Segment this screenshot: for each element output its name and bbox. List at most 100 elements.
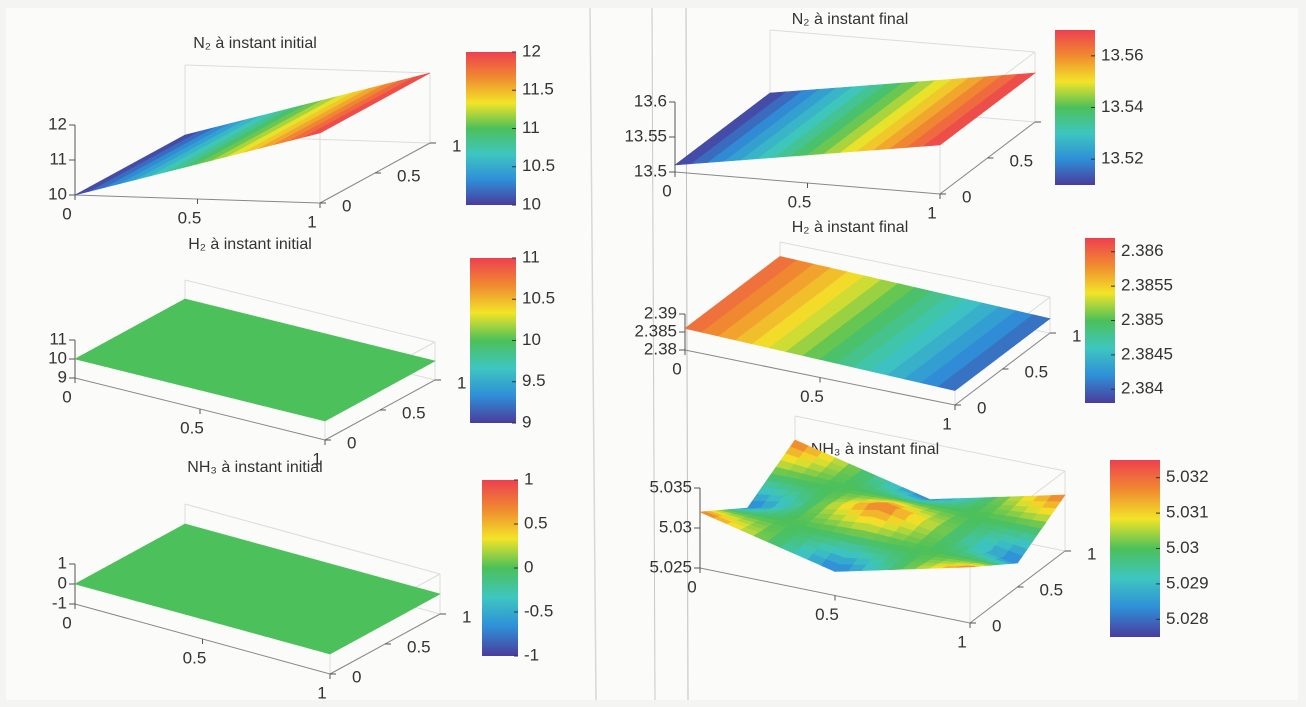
box-edge <box>794 415 1066 472</box>
colorbar-tick-label: 11 <box>522 247 540 266</box>
y-tick-label: 0.5 <box>407 637 431 656</box>
colorbar-tick-label: 2.386 <box>1121 241 1164 260</box>
z-tick-label: 5.03 <box>659 517 692 536</box>
surface-patch <box>313 645 338 655</box>
z-tick-label: -1 <box>52 593 67 612</box>
x-tick-label: 0.5 <box>800 387 824 406</box>
colorbar-tick-label: 5.03 <box>1166 538 1199 557</box>
x-tick-label: 1 <box>317 683 326 702</box>
surface-patch <box>956 566 975 568</box>
fold-line <box>651 7 656 701</box>
y-tick-label: 0.5 <box>1040 580 1064 599</box>
colorbar-tick-label: 13.54 <box>1101 97 1144 116</box>
y-tick-label: 0.5 <box>402 403 426 422</box>
surface-patch <box>308 413 333 422</box>
colorbar <box>1055 30 1095 185</box>
z-tick-label: 2.39 <box>644 303 677 322</box>
y-tick-label: 1 <box>457 373 466 392</box>
colorbar-tick-label: 2.385 <box>1121 310 1164 329</box>
z-tick-label: 13.55 <box>624 126 667 145</box>
colorbar-tick-label: 11.5 <box>522 80 554 99</box>
y-tick-label: 0.5 <box>397 166 421 185</box>
y-tick-label: 0.5 <box>1025 362 1049 381</box>
z-tick-label: 5.025 <box>649 557 692 576</box>
z-tick-label: 9 <box>58 367 67 386</box>
colorbar-tick-label: 5.032 <box>1166 467 1209 486</box>
y-tick-label: 1 <box>462 607 471 626</box>
z-tick-label: 11 <box>49 149 67 168</box>
z-tick-label: 10 <box>48 184 67 203</box>
colorbar-tick-label: -1 <box>524 645 539 664</box>
z-tick-label: 5.035 <box>649 477 692 496</box>
x-tick-label: 0.5 <box>178 208 202 227</box>
z-tick-label: 11 <box>49 329 67 348</box>
colorbar-tick-label: 13.56 <box>1101 45 1144 64</box>
chart-title: H₂ à instant initial <box>188 236 312 253</box>
surface-patch <box>922 140 947 147</box>
z-tick-label: 1 <box>58 553 67 572</box>
x-tick-label: 1 <box>307 212 316 231</box>
x-tick-label: 1 <box>957 632 966 651</box>
y-tick-label: 0 <box>977 398 986 417</box>
colorbar-tick-label: 11 <box>522 118 540 137</box>
y-tick-label: 1 <box>452 136 461 155</box>
x-tick-label: 0 <box>662 181 671 200</box>
colorbar <box>470 258 516 423</box>
colorbar-tick-label: 2.384 <box>1121 379 1164 398</box>
z-tick-label: 10 <box>48 348 67 367</box>
x-tick-label: 1 <box>942 414 951 433</box>
y-tick-label: 0 <box>962 187 971 206</box>
colorbar-tick-label: 5.028 <box>1166 609 1209 628</box>
x-tick-label: 0 <box>62 613 71 632</box>
box-edge <box>184 279 436 343</box>
colorbar-tick-label: 10.5 <box>522 156 555 175</box>
z-tick-label: 2.385 <box>634 321 677 340</box>
colorbar-tick-label: 10.5 <box>522 289 555 308</box>
x-tick-label: 0 <box>62 387 71 406</box>
y-tick-label: 1 <box>1072 326 1081 345</box>
z-tick-label: 12 <box>48 114 67 133</box>
y-tick-label: 0 <box>352 667 361 686</box>
colorbar-tick-label: 9.5 <box>522 371 546 390</box>
x-tick-label: 0.5 <box>183 648 207 667</box>
x-tick-label: 0.5 <box>815 605 839 624</box>
colorbar-tick-label: 2.3845 <box>1121 344 1173 363</box>
colorbar-tick-label: 2.3855 <box>1121 276 1173 295</box>
chart-title: N₂ à instant final <box>792 11 909 28</box>
colorbar-tick-label: 5.029 <box>1166 573 1209 592</box>
colorbar <box>1110 460 1160 637</box>
colorbar-tick-label: 9 <box>522 412 531 431</box>
z-tick-label: 13.5 <box>634 161 667 180</box>
y-tick-label: 1 <box>1087 544 1096 563</box>
x-tick-label: 1 <box>312 449 321 468</box>
colorbar-tick-label: 0.5 <box>524 513 548 532</box>
colorbar-tick-label: 10 <box>522 330 541 349</box>
colorbar <box>482 480 518 656</box>
x-tick-label: 0 <box>62 204 71 223</box>
y-tick-label: 0 <box>992 616 1001 635</box>
x-tick-label: 0.5 <box>180 418 204 437</box>
colorbar-tick-label: 0 <box>524 557 533 576</box>
y-tick-label: 0 <box>342 196 351 215</box>
box-edge <box>184 503 441 575</box>
chart-title: NH₃ à instant initial <box>187 459 322 476</box>
colorbar-tick-label: 1 <box>524 469 533 488</box>
box-edge <box>779 241 1051 298</box>
colorbar <box>466 52 516 205</box>
chart-title: NH₃ à instant final <box>811 441 939 458</box>
x-tick-label: 0 <box>687 577 696 596</box>
z-tick-label: 2.38 <box>644 339 677 358</box>
colorbar-tick-label: 13.52 <box>1101 149 1144 168</box>
z-tick-label: 0 <box>58 573 67 592</box>
surface-patch <box>937 381 962 391</box>
x-tick-label: 0.5 <box>788 192 812 211</box>
y-tick-label: 0.5 <box>1010 151 1034 170</box>
box-edge <box>184 64 431 74</box>
fold-line <box>685 7 689 701</box>
chart-title: H₂ à instant final <box>792 219 909 236</box>
z-tick-label: 13.6 <box>634 91 667 110</box>
surface-patch <box>304 128 328 138</box>
colorbar-tick-label: 5.031 <box>1166 503 1209 522</box>
colorbar-tick-label: 10 <box>522 194 541 213</box>
